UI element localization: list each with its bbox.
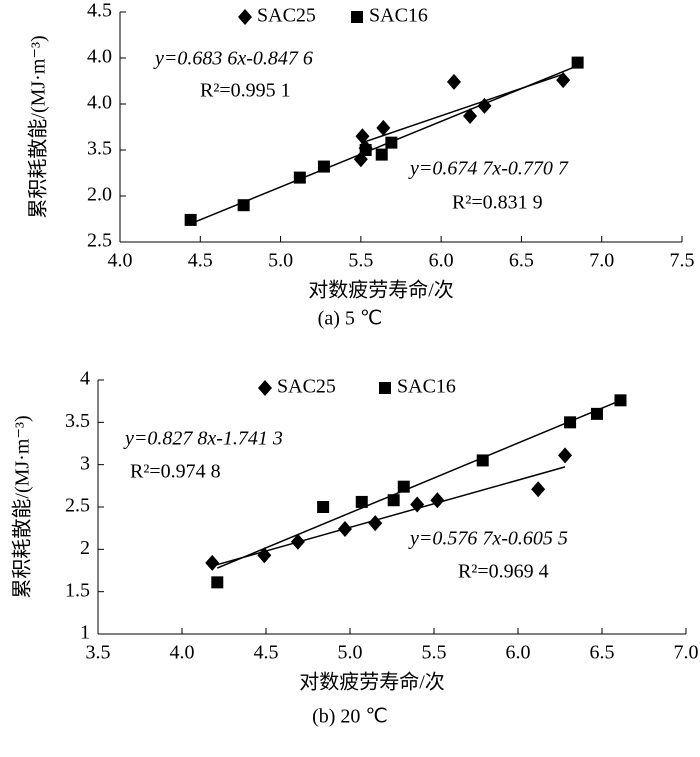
x-tick-label: 4.5: [254, 642, 279, 664]
x-axis-label: 对数疲劳寿命/次: [299, 671, 445, 694]
diamond-marker: [238, 9, 252, 25]
annotation: R²=0.995 1: [200, 80, 291, 102]
annotation: R²=0.969 4: [458, 561, 549, 583]
diamond-marker: [355, 128, 370, 145]
square-marker: [359, 144, 372, 156]
diamond-marker: [558, 447, 573, 464]
y-tick-label: 3.5: [87, 138, 112, 160]
y-axis-label: 累积耗散能/(MJ·m⁻³): [27, 35, 50, 218]
y-tick-label: 3.5: [65, 410, 90, 432]
y-tick-label: 3: [80, 452, 90, 474]
square-marker: [317, 160, 330, 173]
annotation: R²=0.831 9: [452, 192, 543, 214]
square-marker: [614, 394, 627, 407]
legend-label: SAC16: [397, 376, 456, 398]
x-tick-label: 6.0: [506, 642, 531, 664]
y-tick-label: 4: [80, 368, 90, 390]
square-marker: [184, 213, 197, 226]
diamond-marker: [376, 119, 391, 136]
annotation: R²=0.974 8: [130, 461, 221, 483]
y-tick-label: 4.0: [87, 92, 112, 114]
y-tick-label: 1: [80, 622, 90, 644]
square-marker: [385, 136, 398, 149]
x-tick-label: 4.0: [108, 250, 133, 272]
diamond-marker: [337, 521, 352, 538]
x-tick-label: 4.5: [188, 250, 213, 272]
square-marker: [379, 382, 391, 394]
square-marker: [590, 407, 603, 420]
y-tick-label: 2.0: [87, 184, 112, 206]
caption: (a) 5 ℃: [318, 308, 383, 330]
y-axis-label: 累积耗散能/(MJ·m⁻³): [11, 415, 34, 598]
annotation: y=0.683 6x-0.847 6: [153, 48, 313, 70]
diamond-marker: [430, 492, 445, 509]
y-tick-label: 2.5: [87, 230, 112, 252]
legend-label: SAC25: [277, 376, 336, 398]
diamond-marker: [290, 533, 305, 550]
square-marker: [375, 148, 388, 161]
diamond-marker: [531, 481, 546, 498]
diamond-marker: [463, 107, 478, 124]
y-tick-label: 2: [80, 537, 90, 559]
square-marker: [293, 171, 306, 184]
annotation: y=0.576 7x-0.605 5: [408, 528, 568, 550]
square-marker: [564, 416, 577, 429]
x-tick-label: 4.0: [170, 642, 195, 664]
trend-line: [216, 399, 621, 569]
x-tick-label: 5.0: [268, 250, 293, 272]
trend-line: [212, 466, 566, 567]
x-tick-label: 7.5: [670, 250, 695, 272]
annotation: y=0.674 7x-0.770 7: [408, 158, 569, 180]
y-tick-label: 4.0: [87, 46, 112, 68]
square-marker: [351, 11, 363, 23]
diamond-marker: [446, 73, 461, 90]
square-marker: [397, 480, 410, 493]
caption: (b) 20 ℃: [312, 706, 388, 728]
x-tick-label: 6.5: [590, 642, 615, 664]
diamond-marker: [556, 72, 571, 89]
diamond-marker: [205, 554, 220, 571]
legend-label: SAC25: [257, 5, 316, 27]
x-tick-label: 5.5: [348, 250, 373, 272]
square-marker: [387, 494, 400, 507]
x-tick-label: 3.5: [86, 642, 111, 664]
square-marker: [355, 495, 368, 508]
y-tick-label: 4.5: [87, 0, 112, 22]
x-tick-label: 6.5: [509, 250, 534, 272]
square-marker: [476, 454, 489, 467]
trend-line: [190, 64, 578, 225]
y-tick-label: 2.5: [65, 495, 90, 517]
square-marker: [237, 199, 250, 212]
diamond-marker: [258, 380, 272, 396]
diamond-marker: [368, 515, 383, 532]
square-marker: [317, 501, 330, 513]
x-tick-label: 6.0: [429, 250, 454, 272]
x-tick-label: 7.0: [674, 642, 699, 664]
y-tick-label: 1.5: [65, 579, 90, 601]
x-tick-label: 5.5: [422, 642, 447, 664]
square-marker: [571, 56, 584, 69]
legend-label: SAC16: [369, 5, 428, 27]
diamond-marker: [410, 496, 425, 513]
x-tick-label: 7.0: [589, 250, 614, 272]
annotation: y=0.827 8x-1.741 3: [123, 428, 283, 450]
diamond-marker: [257, 547, 272, 564]
x-tick-label: 5.0: [338, 642, 363, 664]
x-axis-label: 对数疲劳寿命/次: [308, 279, 454, 302]
square-marker: [211, 576, 224, 589]
